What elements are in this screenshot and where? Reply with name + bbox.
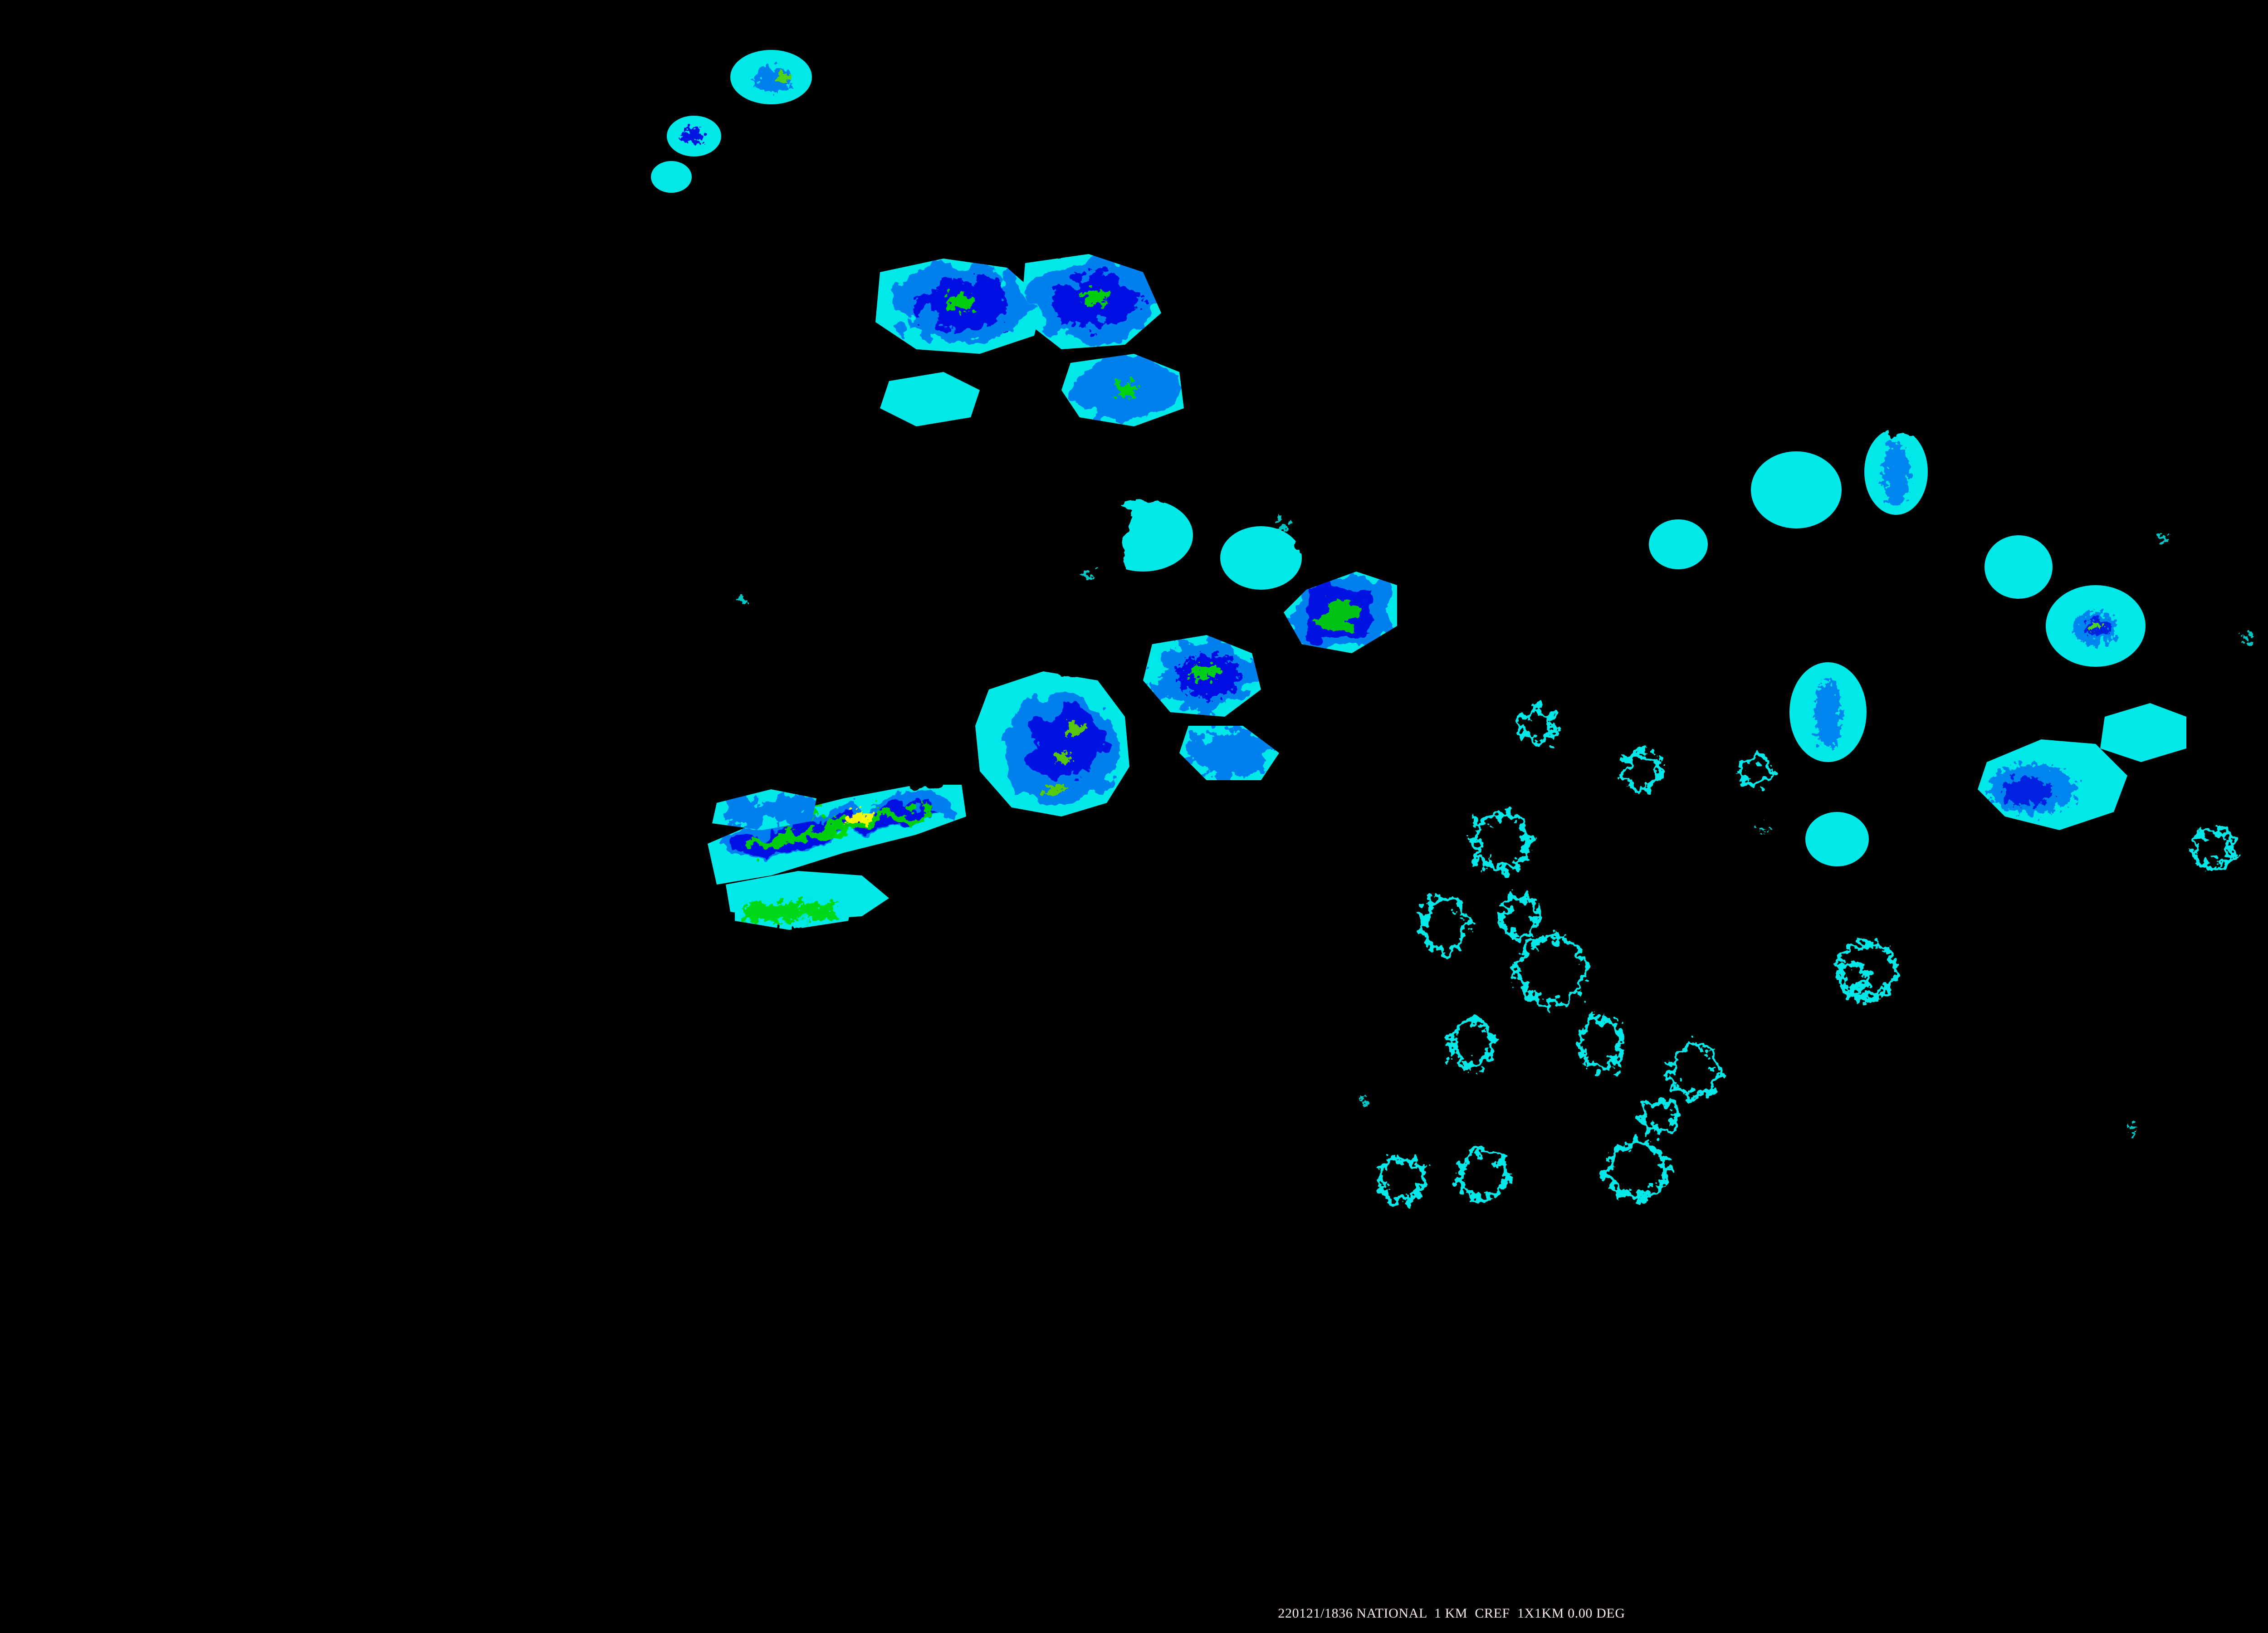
echo-speckle-debris xyxy=(739,522,2250,1132)
echo-region-bright-cyan-blob-west xyxy=(975,671,1129,816)
echo-region-northern-band-tail xyxy=(1284,572,1397,653)
radar-clear-air-rings xyxy=(1377,707,2236,1203)
